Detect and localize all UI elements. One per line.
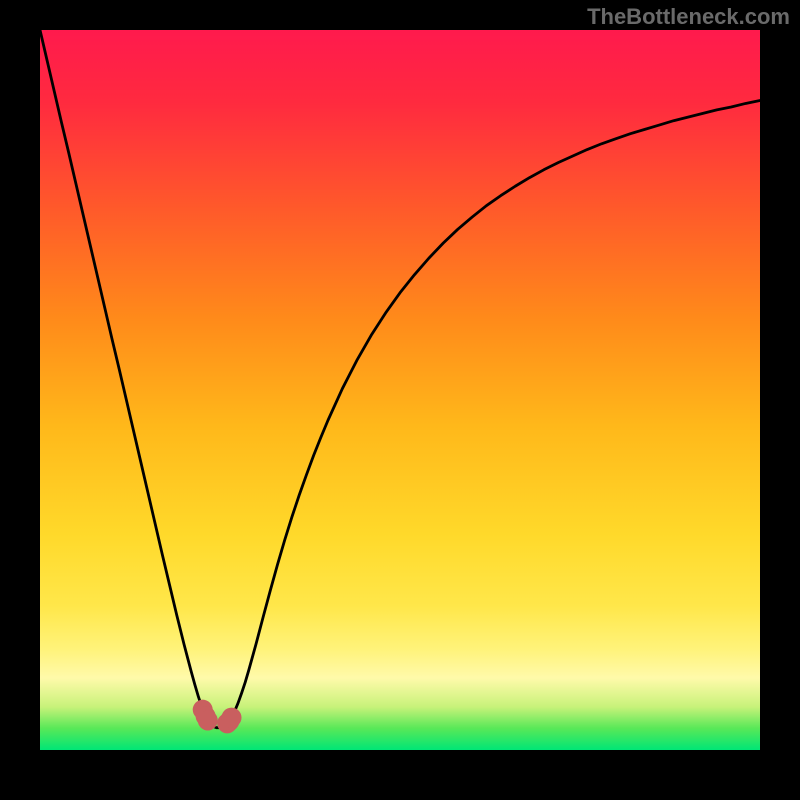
curve-marker <box>198 710 218 730</box>
curve-marker <box>222 708 242 728</box>
chart-container: TheBottleneck.com <box>0 0 800 800</box>
watermark-text: TheBottleneck.com <box>587 4 790 30</box>
chart-svg <box>0 0 800 800</box>
bottleneck-curve <box>40 30 760 728</box>
